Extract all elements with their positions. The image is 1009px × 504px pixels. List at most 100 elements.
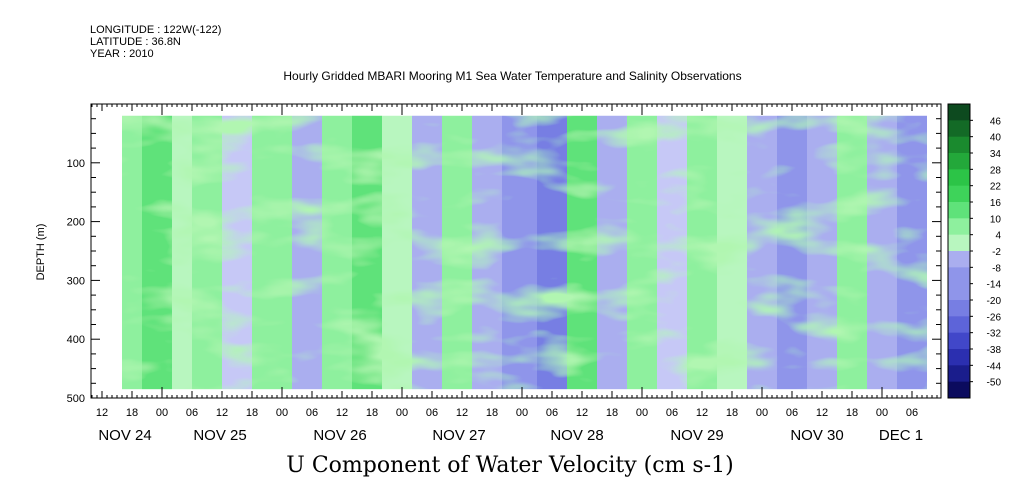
colorbar-swatch: [948, 251, 970, 268]
x-day-label: NOV 25: [193, 427, 246, 444]
x-hour-tick-label: 18: [126, 407, 138, 419]
year-label: YEAR : 2010: [90, 48, 154, 60]
colorbar-swatch: [948, 332, 970, 350]
heatmap-band: [412, 115, 442, 390]
colorbar-label: -32: [987, 329, 1002, 340]
x-day-label: NOV 24: [98, 427, 151, 444]
colorbar-swatch: [948, 283, 970, 301]
colorbar-swatch: [948, 120, 970, 138]
x-hour-tick-label: 00: [756, 407, 768, 419]
heatmap-band: [192, 115, 222, 390]
colorbar-label: -2: [992, 247, 1001, 258]
colorbar-swatch: [948, 300, 970, 317]
colorbar-swatch: [948, 104, 970, 121]
heatmap-band: [837, 115, 867, 390]
colorbar-swatch: [948, 365, 970, 383]
colorbar-label: -44: [987, 361, 1002, 372]
x-hour-tick-label: 06: [186, 407, 198, 419]
y-tick-label: 400: [67, 334, 85, 346]
colorbar-swatch: [948, 381, 970, 399]
heatmap-band: [867, 115, 897, 390]
heatmap-band: [657, 115, 687, 390]
heatmap-band: [747, 115, 777, 390]
heatmap-band: [292, 115, 322, 390]
x-day-label: NOV 27: [432, 427, 485, 444]
heatmap-band: [352, 115, 382, 390]
colorbar-label: -20: [987, 296, 1002, 307]
colorbar-swatch: [948, 153, 970, 170]
colorbar-swatch: [948, 136, 970, 154]
heatmap-band: [897, 115, 927, 390]
heatmap-band: [142, 115, 172, 390]
x-hour-tick-label: 06: [906, 407, 918, 419]
x-hour-tick-label: 06: [666, 407, 678, 419]
heatmap-band: [597, 115, 627, 390]
colorbar-label: -26: [987, 312, 1002, 323]
x-day-label: DEC 1: [879, 427, 923, 444]
colorbar-swatch: [948, 218, 970, 236]
heatmap-band: [322, 115, 352, 390]
chart-title: Hourly Gridded MBARI Mooring M1 Sea Wate…: [283, 69, 742, 83]
colorbar-label: 40: [990, 133, 1002, 144]
heatmap-band: [502, 115, 537, 390]
x-hour-tick-label: 00: [636, 407, 648, 419]
x-day-label: NOV 28: [550, 427, 603, 444]
mooring-metadata: LONGITUDE : 122W(-122) LATITUDE : 36.8N …: [90, 24, 221, 60]
x-hour-tick-label: 00: [396, 407, 408, 419]
colorbar-label: -8: [992, 263, 1001, 274]
colorbar-label: 4: [995, 231, 1001, 242]
x-hour-tick-label: 06: [426, 407, 438, 419]
heatmap-band: [567, 115, 597, 390]
latitude-label: LATITUDE : 36.8N: [90, 36, 181, 48]
heatmap-band: [382, 115, 412, 390]
colorbar-swatch: [948, 234, 970, 252]
x-hour-tick-label: 18: [486, 407, 498, 419]
heatmap-band: [807, 115, 837, 390]
heatmap-band: [777, 115, 807, 390]
colorbar-label: 22: [990, 182, 1002, 193]
heatmap-band: [122, 115, 142, 390]
x-axis-label: U Component of Water Velocity (cm s-1): [286, 453, 734, 478]
heatmap-band: [222, 115, 252, 390]
y-tick-label: 200: [67, 217, 85, 229]
colorbar-swatch: [948, 185, 970, 203]
x-hour-tick-label: 12: [96, 407, 108, 419]
heatmap-field: [122, 115, 927, 390]
longitude-label: LONGITUDE : 122W(-122): [90, 24, 222, 36]
x-day-label: NOV 26: [313, 427, 366, 444]
heatmap-band: [687, 115, 717, 390]
heatmap-band: [472, 115, 502, 390]
x-hour-tick-label: 00: [156, 407, 168, 419]
x-hour-tick-label: 18: [366, 407, 378, 419]
x-hour-tick-label: 00: [276, 407, 288, 419]
x-hour-tick-label: 00: [516, 407, 528, 419]
x-hour-tick-label: 12: [336, 407, 348, 419]
colorbar-swatch: [948, 316, 970, 334]
heatmap-band: [717, 115, 747, 390]
x-hour-tick-label: 18: [606, 407, 618, 419]
colorbar-label: 34: [990, 149, 1002, 160]
x-hour-tick-label: 12: [816, 407, 828, 419]
x-hour-tick-label: 00: [876, 407, 888, 419]
x-hour-tick-label: 12: [216, 407, 228, 419]
colorbar-label: 16: [990, 198, 1002, 209]
colorbar-label: 46: [990, 116, 1002, 127]
x-hour-tick-label: 06: [786, 407, 798, 419]
y-axis-label: DEPTH (m): [35, 224, 47, 281]
y-tick-label: 500: [67, 393, 85, 405]
colorbar-label: -50: [987, 378, 1002, 389]
x-hour-tick-label: 12: [456, 407, 468, 419]
x-day-label: NOV 30: [790, 427, 843, 444]
x-hour-tick-label: 06: [306, 407, 318, 419]
x-hour-tick-label: 18: [846, 407, 858, 419]
colorbar-swatch: [948, 202, 970, 219]
x-hour-tick-label: 18: [246, 407, 258, 419]
x-hour-tick-label: 12: [696, 407, 708, 419]
heatmap-band: [537, 115, 567, 390]
x-hour-tick-label: 06: [546, 407, 558, 419]
x-hour-tick-label: 12: [576, 407, 588, 419]
colorbar-label: 10: [990, 214, 1002, 225]
colorbar-label: 28: [990, 165, 1002, 176]
colorbar-label: -14: [987, 280, 1002, 291]
